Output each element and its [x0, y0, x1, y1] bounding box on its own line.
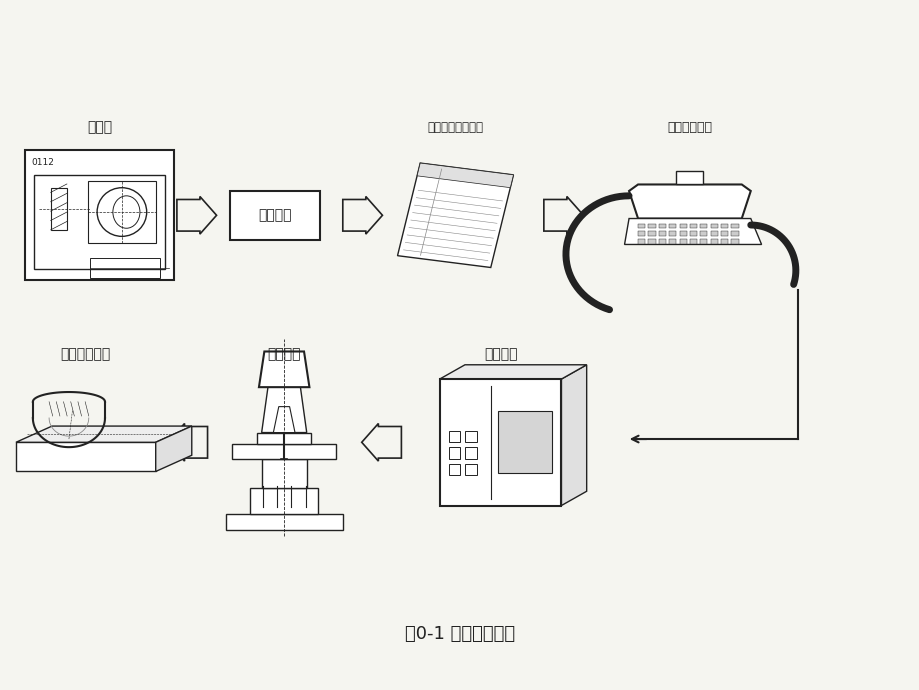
- Bar: [250, 488, 318, 513]
- Bar: [709, 239, 717, 244]
- Bar: [648, 239, 655, 244]
- Bar: [638, 224, 644, 228]
- Bar: [679, 232, 686, 236]
- Polygon shape: [561, 365, 586, 506]
- Bar: [679, 224, 686, 228]
- Bar: [731, 232, 738, 236]
- Text: 制备控制介质: 制备控制介质: [666, 121, 711, 134]
- Bar: [731, 239, 738, 244]
- Bar: [464, 431, 476, 442]
- Bar: [448, 431, 460, 442]
- Bar: [668, 239, 675, 244]
- Polygon shape: [629, 184, 750, 219]
- Bar: [675, 172, 703, 184]
- Text: 工艺处理: 工艺处理: [258, 208, 291, 222]
- Bar: [720, 239, 728, 244]
- Bar: [689, 232, 697, 236]
- Text: 数控装置: 数控装置: [483, 347, 516, 362]
- Bar: [638, 239, 644, 244]
- Bar: [25, 150, 174, 280]
- Bar: [731, 224, 738, 228]
- Bar: [720, 224, 728, 228]
- Bar: [638, 232, 644, 236]
- Bar: [233, 444, 335, 459]
- Bar: [261, 459, 306, 488]
- Polygon shape: [258, 351, 309, 387]
- Bar: [34, 175, 165, 269]
- Bar: [709, 232, 717, 236]
- Polygon shape: [155, 426, 191, 471]
- Bar: [648, 224, 655, 228]
- Polygon shape: [16, 426, 191, 442]
- Bar: [689, 239, 697, 244]
- Bar: [699, 224, 707, 228]
- Text: 机床本体: 机床本体: [267, 347, 301, 362]
- Bar: [709, 224, 717, 228]
- Bar: [16, 442, 155, 471]
- Bar: [699, 239, 707, 244]
- Bar: [658, 239, 665, 244]
- Polygon shape: [624, 219, 761, 244]
- Bar: [464, 464, 476, 475]
- Bar: [51, 188, 67, 230]
- Bar: [448, 448, 460, 459]
- Polygon shape: [439, 365, 586, 379]
- Bar: [464, 448, 476, 459]
- Text: 图0-1 数控加工过程: 图0-1 数控加工过程: [404, 624, 515, 642]
- Bar: [225, 513, 343, 530]
- Polygon shape: [397, 163, 513, 268]
- Bar: [658, 232, 665, 236]
- Bar: [720, 232, 728, 236]
- Bar: [230, 191, 320, 239]
- Bar: [658, 224, 665, 228]
- Bar: [668, 232, 675, 236]
- Bar: [699, 232, 707, 236]
- Bar: [497, 411, 551, 473]
- Bar: [90, 258, 160, 277]
- Text: 0112: 0112: [31, 158, 54, 167]
- Bar: [439, 379, 561, 506]
- Bar: [668, 224, 675, 228]
- Polygon shape: [261, 387, 306, 433]
- Text: 编制工件加工程序: 编制工件加工程序: [427, 121, 483, 134]
- Text: 零件图: 零件图: [86, 120, 112, 134]
- Bar: [689, 224, 697, 228]
- Bar: [448, 464, 460, 475]
- Bar: [88, 181, 155, 243]
- Text: 加工好的零件: 加工好的零件: [61, 347, 111, 362]
- Polygon shape: [416, 163, 513, 188]
- Bar: [648, 232, 655, 236]
- Polygon shape: [273, 406, 295, 433]
- Bar: [679, 239, 686, 244]
- Bar: [257, 433, 311, 444]
